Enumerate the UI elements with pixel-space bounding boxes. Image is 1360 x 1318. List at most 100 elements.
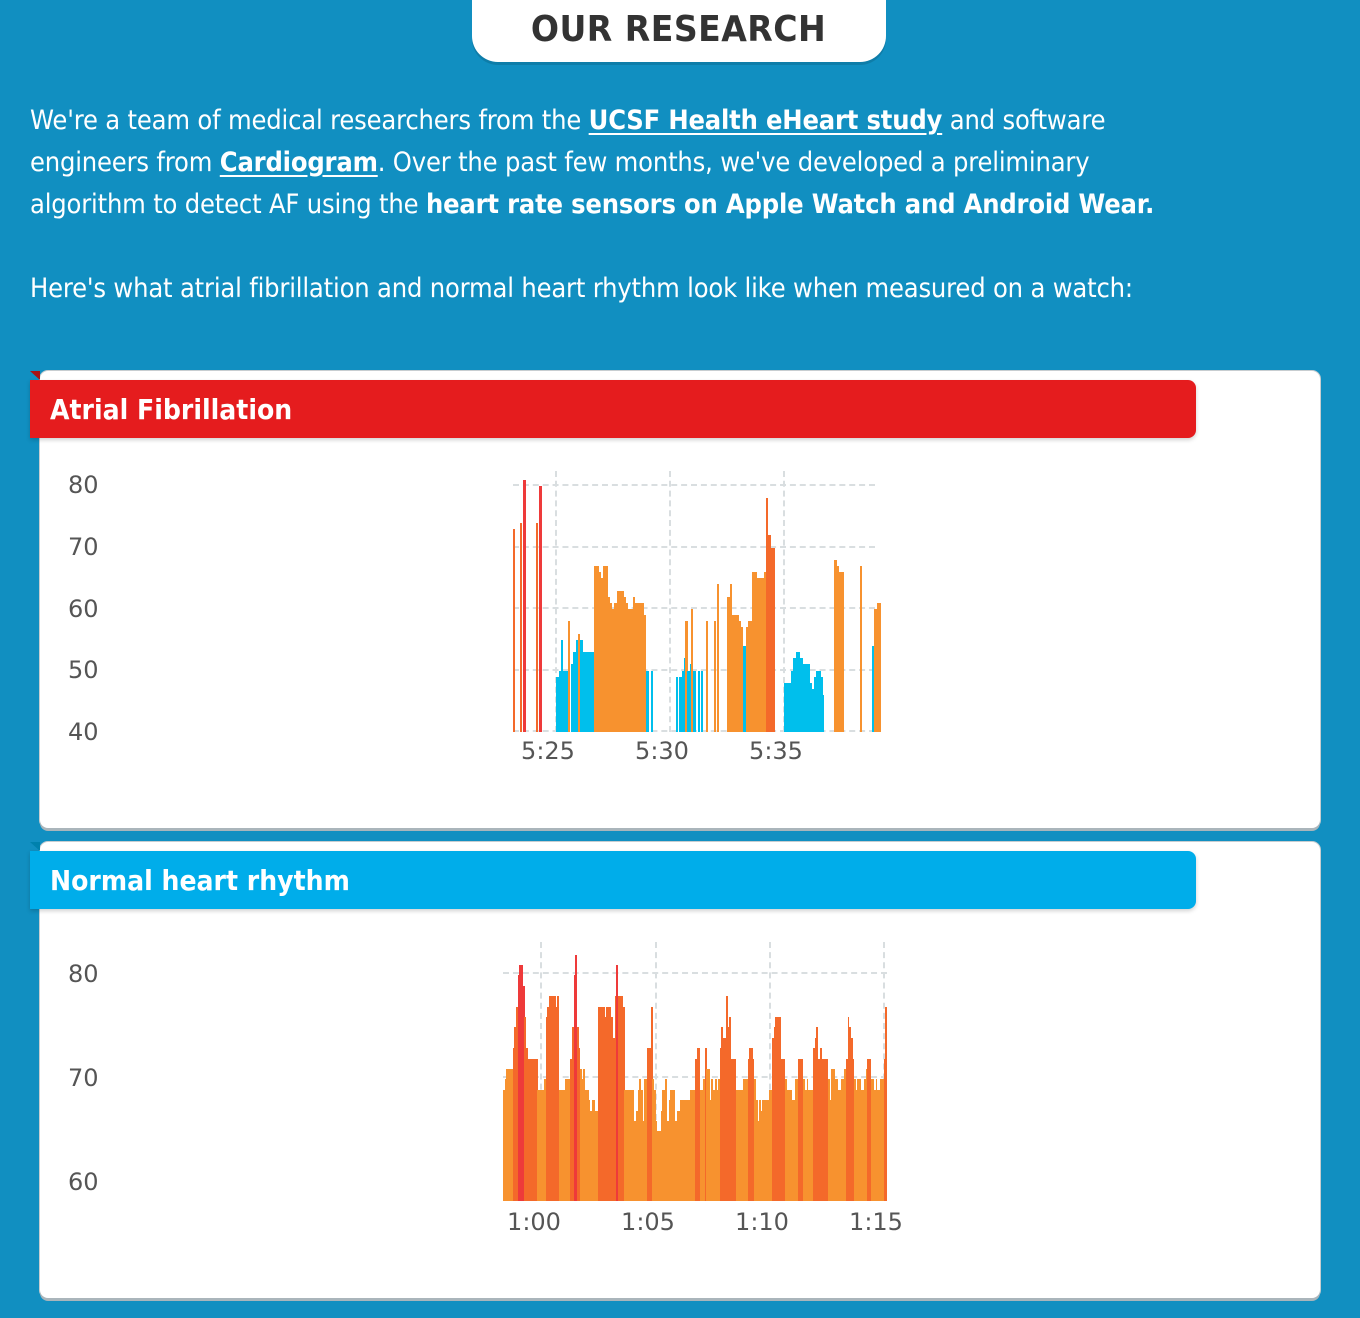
chart-bar xyxy=(650,670,654,732)
y-tick-label: 40 xyxy=(68,718,99,746)
chart-bar xyxy=(780,1058,783,1201)
chart-bar xyxy=(658,1131,661,1201)
chart-bar xyxy=(699,1089,702,1201)
y-tick-label: 70 xyxy=(68,533,99,561)
chart-bar xyxy=(778,1016,781,1201)
chart-bar xyxy=(845,1058,848,1201)
chart-bar xyxy=(784,682,787,732)
chart-bar xyxy=(878,1089,881,1201)
chart-bar xyxy=(565,670,568,732)
chart-bar xyxy=(628,609,631,732)
chart-bar xyxy=(705,621,709,732)
chart-bar xyxy=(818,1058,820,1201)
chart-bar xyxy=(800,1058,802,1201)
chart-bar xyxy=(593,1100,596,1201)
chart-bar xyxy=(640,1089,643,1201)
chart-bar xyxy=(650,1006,653,1201)
chart-bar xyxy=(773,1027,776,1201)
chart-bar xyxy=(872,645,875,732)
chart-bar xyxy=(612,1037,615,1201)
chart-bar xyxy=(862,1089,865,1201)
chart-bar xyxy=(793,1100,796,1201)
chart-bar xyxy=(573,975,576,1201)
chart-bar xyxy=(855,1089,858,1201)
chart-bar xyxy=(567,621,571,732)
chart-bar xyxy=(570,1058,573,1201)
chart-bar xyxy=(829,1100,832,1201)
chart-bar xyxy=(717,584,720,732)
chart-bar xyxy=(675,1120,678,1201)
chart-bar xyxy=(624,1089,627,1201)
chart-bar xyxy=(844,1068,847,1201)
chart-bar xyxy=(584,652,588,732)
chart-bar xyxy=(809,1089,812,1201)
chart-bar xyxy=(605,565,608,732)
chart-bar xyxy=(632,596,636,732)
chart-bar xyxy=(591,652,595,732)
chart-bar xyxy=(790,1089,792,1201)
chart-bar xyxy=(619,996,622,1201)
chart-bar xyxy=(747,1058,750,1201)
chart-bar xyxy=(880,1079,883,1201)
chart-bar xyxy=(786,682,789,732)
chart-bar xyxy=(577,633,581,732)
chart-bar xyxy=(519,522,523,732)
chart-bar xyxy=(850,1037,853,1201)
chart-bar xyxy=(621,996,623,1201)
chart-bar xyxy=(743,645,746,732)
intro-text-segment: We're a team of medical researchers from… xyxy=(30,105,589,136)
intro-text-segment: engineers from xyxy=(30,147,220,178)
chart-bar xyxy=(598,1006,600,1201)
chart-bar xyxy=(524,1016,527,1201)
chart-bar xyxy=(644,615,647,732)
chart-bar xyxy=(642,1120,645,1201)
chart-bar xyxy=(821,1058,824,1201)
chart-bar xyxy=(582,652,585,732)
chart-bar xyxy=(777,1016,779,1201)
cardiogram-link[interactable]: Cardiogram xyxy=(219,147,378,178)
chart-bar xyxy=(741,627,744,732)
chart-bar xyxy=(823,1058,825,1201)
chart-bar xyxy=(525,1048,528,1201)
chart-bar xyxy=(629,1089,632,1201)
chart-bar xyxy=(701,670,704,732)
chart-bar xyxy=(591,1100,594,1201)
chart-bar xyxy=(530,1058,533,1201)
ucsf-eheart-link[interactable]: UCSF Health eHeart study xyxy=(588,105,943,136)
chart-bar xyxy=(512,1048,515,1201)
af-chart-card: Atrial Fibrillation 80 70 60 50 40 5:25 … xyxy=(30,371,1320,828)
chart-bar xyxy=(727,596,730,732)
chart-bar xyxy=(681,1100,684,1201)
chart-bar xyxy=(690,609,694,732)
chart-bar xyxy=(632,1089,635,1201)
chart-bar xyxy=(834,1079,837,1201)
chart-bar xyxy=(647,1048,650,1201)
chart-bar xyxy=(544,1079,546,1201)
chart-bar xyxy=(630,609,633,732)
chart-bar xyxy=(695,1058,697,1201)
y-tick-label: 80 xyxy=(68,471,99,499)
chart-bar xyxy=(601,1006,604,1201)
chart-bar xyxy=(639,1079,642,1201)
chart-bar xyxy=(757,1120,760,1201)
chart-bar xyxy=(575,954,578,1201)
chart-bar xyxy=(868,1058,871,1201)
chart-bar xyxy=(839,572,842,732)
chart-bar xyxy=(646,670,649,732)
chart-bar xyxy=(834,559,837,732)
chart-bar xyxy=(585,1089,587,1201)
chart-bar xyxy=(560,639,564,732)
chart-bar xyxy=(736,615,739,732)
intro-text-segment: . Over the past few months, we've develo… xyxy=(377,147,1090,178)
x-tick-label: 5:30 xyxy=(635,737,689,765)
chart-bar xyxy=(873,1089,876,1201)
intro-paragraph-1: We're a team of medical researchers from… xyxy=(30,100,1330,226)
chart-bar xyxy=(701,1089,704,1201)
chart-bar xyxy=(690,1089,692,1201)
chart-bar xyxy=(679,676,682,732)
chart-bar xyxy=(719,1048,722,1201)
x-tick-label: 1:05 xyxy=(621,1208,675,1236)
chart-bar xyxy=(729,584,732,732)
chart-bar xyxy=(737,1089,740,1201)
chart-bar xyxy=(616,964,619,1201)
